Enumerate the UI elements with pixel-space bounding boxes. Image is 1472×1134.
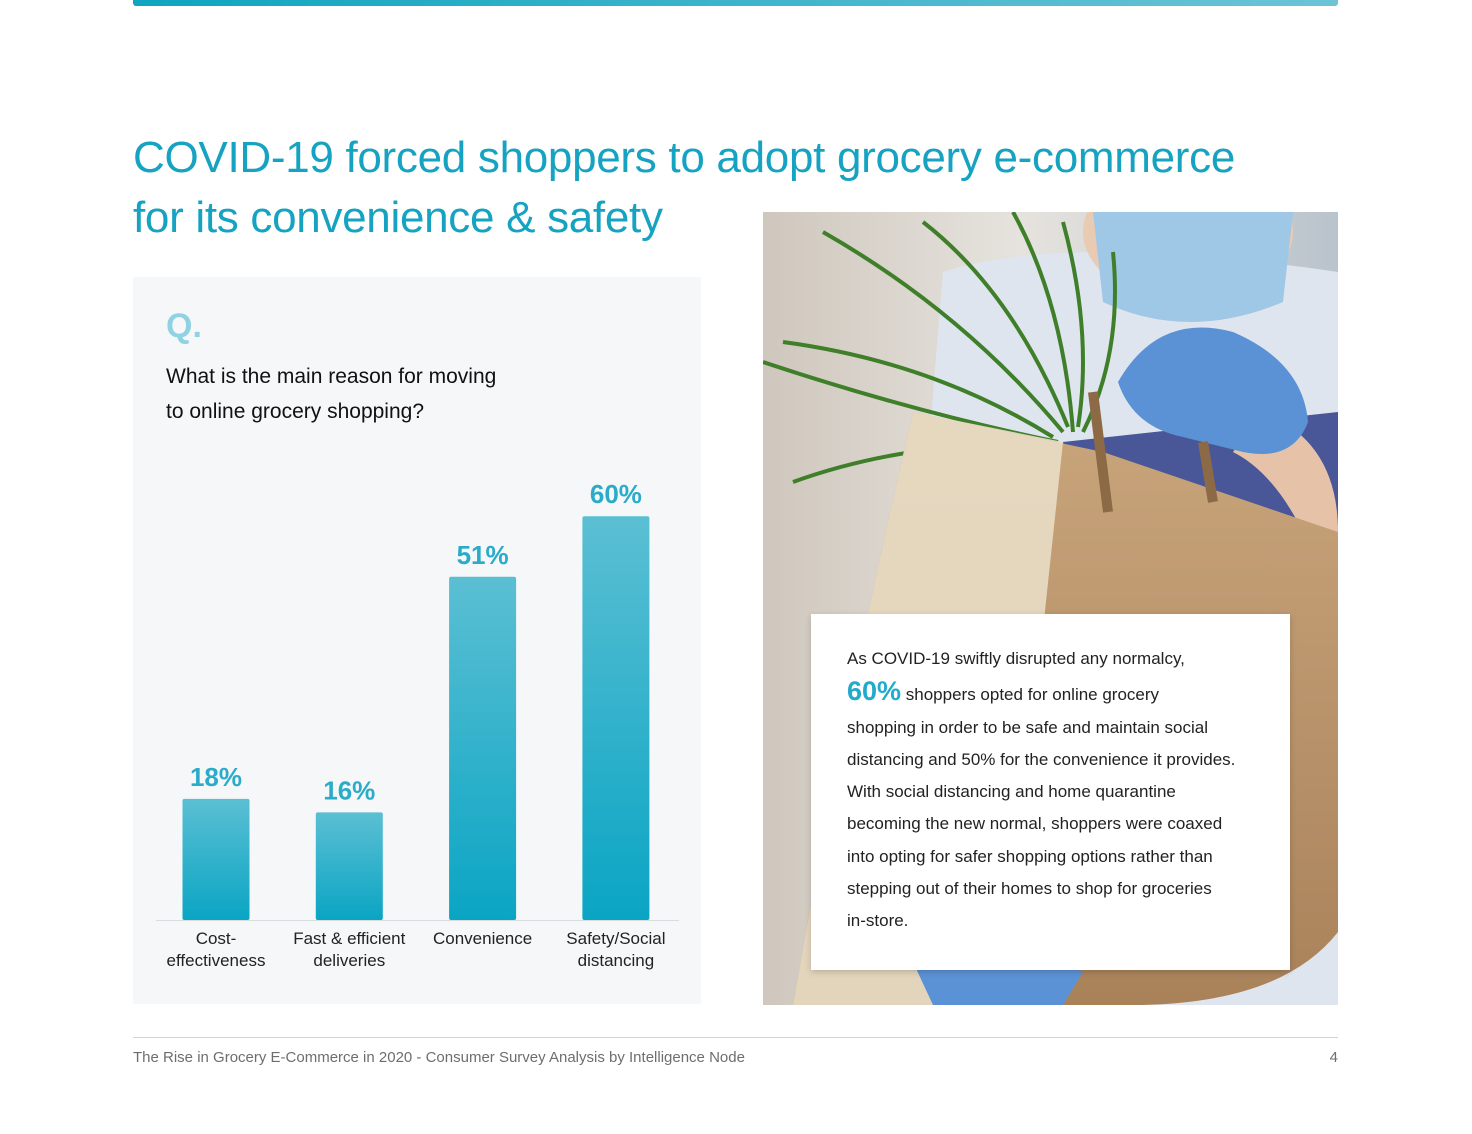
bar-1	[315, 812, 383, 920]
bar-value-label: 60%	[590, 479, 642, 509]
callout-line-6: becoming the new normal, shoppers were c…	[847, 814, 1223, 834]
top-accent-bar	[133, 0, 1338, 6]
callout-highlight-stat: 60%	[847, 676, 902, 707]
callout-line-4: distancing and 50% for the convenience i…	[847, 749, 1236, 769]
footer-divider	[133, 1037, 1338, 1038]
bar-chart: 18% Cost-effectiveness 16% Fast & efficient…	[156, 479, 679, 970]
category-label: deliveries	[313, 951, 385, 970]
title-line-1: COVID-19 forced shoppers to adopt grocer…	[133, 133, 1235, 182]
survey-question: What is the main reason for moving to on…	[166, 359, 536, 429]
callout-line-5: With social distancing and home quaranti…	[847, 782, 1176, 802]
category-label: effectiveness	[167, 951, 266, 970]
callout-line-8: stepping out of their homes to shop for …	[847, 879, 1212, 899]
bar-value-label: 51%	[457, 540, 509, 570]
callout-line-2: shoppers opted for online grocery	[901, 685, 1160, 705]
category-label: distancing	[578, 951, 655, 970]
insight-callout-box: As COVID-19 swiftly disrupted any normal…	[811, 614, 1290, 970]
chart-panel: Q. What is the main reason for moving to…	[133, 277, 701, 1004]
callout-line-1: As COVID-19 swiftly disrupted any normal…	[847, 649, 1185, 668]
question-line-2: to online grocery shopping?	[166, 400, 425, 423]
callout-line-3: shopping in order to be safe and maintai…	[847, 717, 1209, 737]
page-number: 4	[1329, 1049, 1338, 1066]
callout-text: As COVID-19 swiftly disrupted any normal…	[847, 643, 1267, 938]
callout-line-9: in-store.	[847, 911, 909, 931]
category-label: Cost-	[196, 929, 237, 948]
page-title: COVID-19 forced shoppers to adopt grocer…	[133, 128, 1333, 248]
question-line-1: What is the main reason for moving	[166, 365, 497, 388]
bar-value-label: 18%	[190, 762, 242, 792]
category-label: Convenience	[433, 929, 532, 948]
callout-line-7: into opting for safer shopping options r…	[847, 846, 1213, 866]
question-mark-label: Q.	[166, 307, 202, 345]
title-line-2: for its convenience & safety	[133, 193, 663, 242]
bar-2	[449, 576, 517, 920]
category-label: Safety/Social	[566, 929, 665, 948]
bar-3	[582, 516, 650, 920]
footer-source: The Rise in Grocery E-Commerce in 2020 -…	[133, 1049, 745, 1066]
bar-0	[182, 798, 250, 920]
bar-value-label: 16%	[323, 775, 375, 805]
category-label: Fast & efficient	[293, 929, 405, 948]
